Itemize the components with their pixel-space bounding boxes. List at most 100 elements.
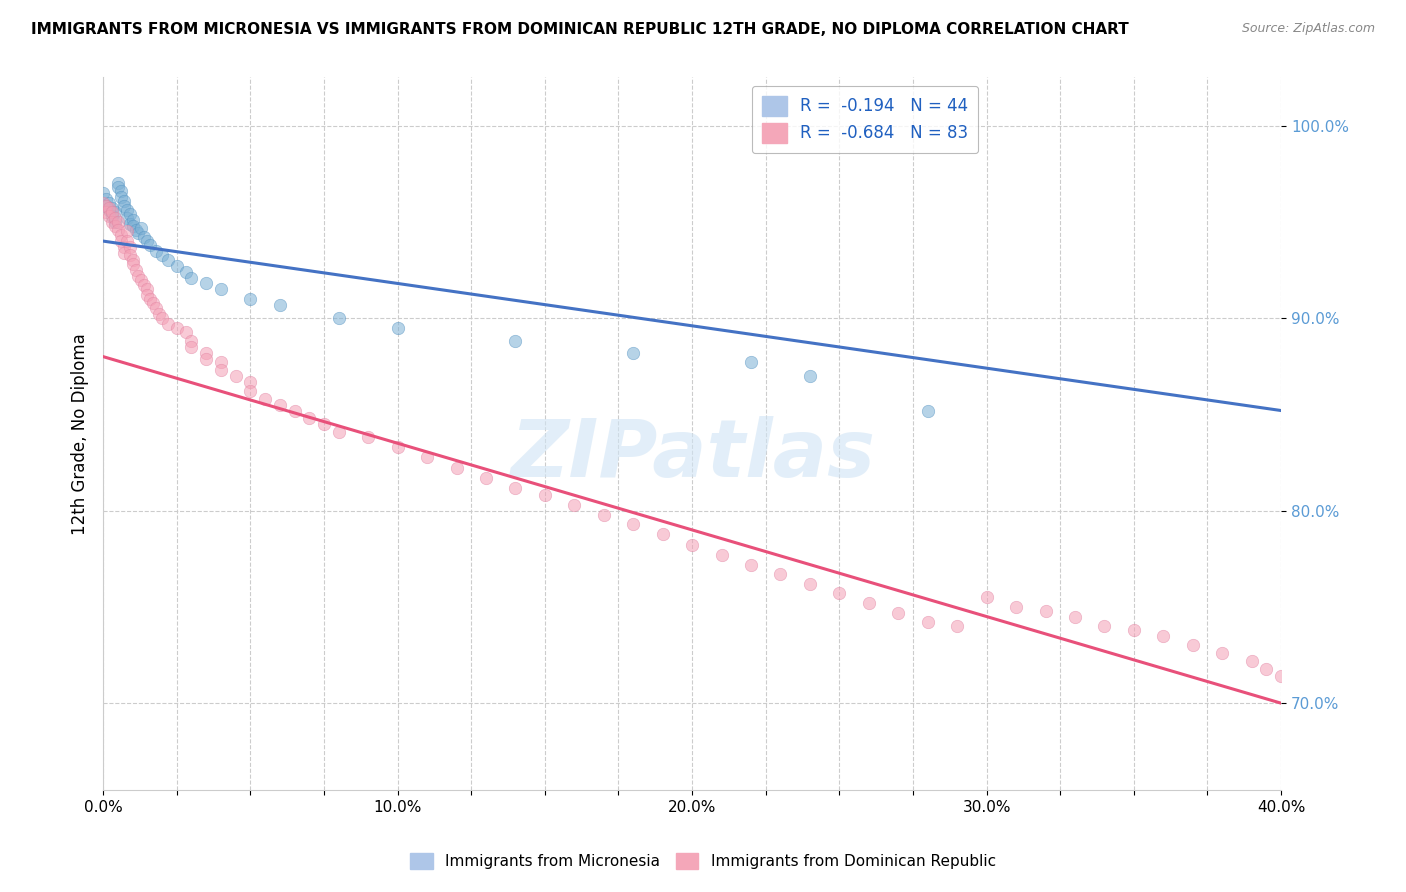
Point — [91, 186, 114, 200]
Point — [145, 244, 167, 258]
Point — [104, 211, 127, 225]
Point — [1092, 619, 1115, 633]
Point — [828, 586, 851, 600]
Point — [131, 272, 153, 286]
Point — [110, 228, 132, 243]
Point — [134, 230, 156, 244]
Point — [136, 288, 159, 302]
Point — [946, 619, 969, 633]
Point — [917, 615, 939, 630]
Point — [799, 577, 821, 591]
Point — [148, 307, 170, 321]
Point — [166, 259, 188, 273]
Point — [118, 247, 141, 261]
Point — [239, 292, 262, 306]
Point — [107, 222, 129, 236]
Point — [118, 240, 141, 254]
Point — [475, 471, 498, 485]
Point — [112, 194, 135, 208]
Point — [156, 253, 179, 268]
Point — [1035, 604, 1057, 618]
Point — [136, 282, 159, 296]
Point — [101, 205, 124, 219]
Point — [195, 277, 218, 291]
Point — [104, 219, 127, 233]
Point — [174, 265, 197, 279]
Point — [1211, 646, 1233, 660]
Point — [107, 215, 129, 229]
Point — [94, 205, 117, 219]
Point — [166, 320, 188, 334]
Point — [534, 488, 557, 502]
Point — [195, 345, 218, 359]
Point — [104, 205, 127, 219]
Point — [1005, 599, 1028, 614]
Point — [136, 234, 159, 248]
Point — [118, 207, 141, 221]
Point — [121, 253, 143, 268]
Y-axis label: 12th Grade, No Diploma: 12th Grade, No Diploma — [72, 333, 89, 534]
Point — [127, 268, 149, 283]
Point — [239, 375, 262, 389]
Point — [107, 180, 129, 194]
Point — [98, 203, 121, 218]
Legend: R =  -0.194   N = 44, R =  -0.684   N = 83: R = -0.194 N = 44, R = -0.684 N = 83 — [752, 86, 979, 153]
Point — [209, 282, 232, 296]
Point — [621, 345, 644, 359]
Point — [101, 202, 124, 216]
Point — [121, 257, 143, 271]
Point — [387, 320, 409, 334]
Point — [174, 325, 197, 339]
Point — [115, 211, 138, 225]
Point — [283, 403, 305, 417]
Point — [118, 217, 141, 231]
Point — [416, 450, 439, 464]
Point — [1240, 654, 1263, 668]
Point — [917, 403, 939, 417]
Point — [269, 298, 291, 312]
Point — [740, 558, 762, 572]
Point — [91, 195, 114, 210]
Point — [115, 203, 138, 218]
Text: ZIPatlas: ZIPatlas — [509, 416, 875, 494]
Point — [387, 440, 409, 454]
Point — [180, 340, 202, 354]
Point — [121, 219, 143, 233]
Point — [124, 263, 146, 277]
Legend: Immigrants from Micronesia, Immigrants from Dominican Republic: Immigrants from Micronesia, Immigrants f… — [404, 847, 1002, 875]
Text: Source: ZipAtlas.com: Source: ZipAtlas.com — [1241, 22, 1375, 36]
Point — [1256, 661, 1278, 675]
Point — [115, 234, 138, 248]
Text: IMMIGRANTS FROM MICRONESIA VS IMMIGRANTS FROM DOMINICAN REPUBLIC 12TH GRADE, NO : IMMIGRANTS FROM MICRONESIA VS IMMIGRANTS… — [31, 22, 1129, 37]
Point — [562, 498, 585, 512]
Point — [112, 245, 135, 260]
Point — [1064, 609, 1087, 624]
Point — [142, 295, 165, 310]
Point — [209, 355, 232, 369]
Point — [107, 177, 129, 191]
Point — [94, 199, 117, 213]
Point — [124, 222, 146, 236]
Point — [127, 227, 149, 241]
Point — [328, 425, 350, 439]
Point — [101, 215, 124, 229]
Point — [195, 351, 218, 366]
Point — [180, 270, 202, 285]
Point — [328, 311, 350, 326]
Point — [150, 247, 173, 261]
Point — [150, 311, 173, 326]
Point — [357, 430, 380, 444]
Point — [180, 334, 202, 349]
Point — [1122, 623, 1144, 637]
Point — [887, 606, 910, 620]
Point — [98, 195, 121, 210]
Point — [239, 384, 262, 399]
Point — [298, 411, 321, 425]
Point — [209, 363, 232, 377]
Point — [799, 368, 821, 383]
Point — [621, 517, 644, 532]
Point — [94, 192, 117, 206]
Point — [1181, 639, 1204, 653]
Point — [651, 526, 673, 541]
Point — [98, 209, 121, 223]
